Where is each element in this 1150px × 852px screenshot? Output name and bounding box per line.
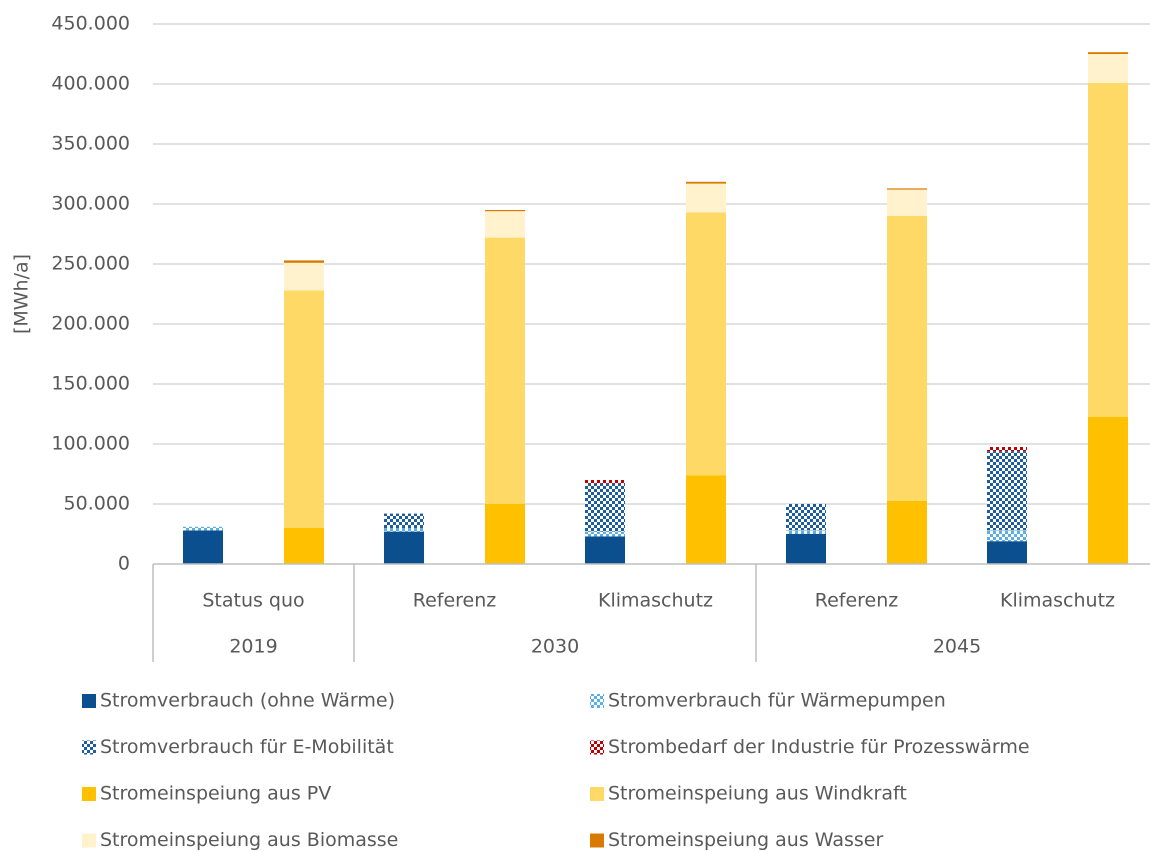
bar-segment bbox=[384, 528, 424, 532]
bar-segment bbox=[485, 237, 525, 504]
bar-segment bbox=[485, 504, 525, 564]
legend-swatch bbox=[590, 833, 604, 848]
bar-segment bbox=[485, 211, 525, 238]
bar-segment bbox=[284, 260, 324, 263]
bar-segment bbox=[786, 534, 826, 564]
bar-segment bbox=[1088, 82, 1128, 418]
legend-swatch bbox=[590, 740, 604, 755]
legend-label: Stromverbrauch für Wärmepumpen bbox=[608, 690, 946, 712]
bar-segment bbox=[183, 526, 223, 531]
group-label: 2030 bbox=[531, 636, 579, 658]
bar-segment bbox=[686, 212, 726, 476]
y-axis-label: [MWh/a] bbox=[11, 254, 33, 334]
y-tick-label: 0 bbox=[118, 553, 130, 575]
x-tick-label: Status quo bbox=[202, 590, 304, 612]
bar-segment bbox=[1088, 417, 1128, 564]
y-tick-label: 300.000 bbox=[51, 193, 130, 215]
bar-segment bbox=[585, 480, 625, 484]
bar-segment bbox=[585, 483, 625, 532]
x-tick-label: Referenz bbox=[815, 590, 899, 612]
legend-label: Stromeinspeiung aus PV bbox=[100, 783, 331, 805]
bar-segment bbox=[887, 501, 927, 564]
group-label: 2019 bbox=[229, 636, 277, 658]
bar-segment bbox=[1088, 52, 1128, 54]
y-tick-label: 50.000 bbox=[64, 493, 130, 515]
bar-segment bbox=[686, 183, 726, 213]
bar-segment bbox=[786, 504, 826, 531]
legend-swatch bbox=[82, 787, 96, 801]
bar-segment bbox=[384, 513, 424, 528]
legend-swatch bbox=[82, 694, 96, 708]
legend-swatch bbox=[82, 833, 96, 848]
bar-segment bbox=[987, 447, 1027, 452]
bar-segment bbox=[887, 216, 927, 501]
bar-segment bbox=[887, 188, 927, 190]
x-tick-label: Klimaschutz bbox=[1000, 590, 1115, 612]
bar-segment bbox=[284, 290, 324, 528]
y-tick-label: 150.000 bbox=[51, 373, 130, 395]
legend-label: Stromeinspeiung aus Wasser bbox=[608, 829, 883, 851]
bar-segment bbox=[384, 531, 424, 564]
bar-segment bbox=[686, 181, 726, 184]
bar-segment bbox=[887, 189, 927, 216]
legend-swatch bbox=[82, 740, 96, 755]
bar-segment bbox=[987, 541, 1027, 564]
legend-label: Strombedarf der Industrie für Prozesswär… bbox=[608, 736, 1030, 758]
legend-label: Stromverbrauch (ohne Wärme) bbox=[100, 690, 395, 712]
bar-segment bbox=[284, 262, 324, 291]
y-tick-label: 250.000 bbox=[51, 253, 130, 275]
x-tick-label: Klimaschutz bbox=[598, 590, 713, 612]
bar-segment bbox=[1088, 54, 1128, 83]
legend-label: Stromverbrauch für E-Mobilität bbox=[100, 736, 394, 758]
bar-segment bbox=[987, 451, 1027, 531]
bar-segment bbox=[585, 531, 625, 537]
y-tick-label: 400.000 bbox=[51, 73, 130, 95]
bar-segment bbox=[786, 530, 826, 534]
legend-label: Stromeinspeiung aus Biomasse bbox=[100, 829, 398, 851]
legend-label: Stromeinspeiung aus Windkraft bbox=[608, 783, 907, 805]
y-tick-label: 200.000 bbox=[51, 313, 130, 335]
legend-swatch bbox=[590, 694, 604, 708]
bar-segment bbox=[686, 475, 726, 564]
y-tick-label: 350.000 bbox=[51, 133, 130, 155]
group-label: 2045 bbox=[933, 636, 981, 658]
bar-segment bbox=[585, 536, 625, 564]
bar-segment bbox=[485, 210, 525, 212]
x-tick-label: Referenz bbox=[413, 590, 497, 612]
bar-segment bbox=[284, 528, 324, 564]
y-tick-label: 100.000 bbox=[51, 433, 130, 455]
y-tick-label: 450.000 bbox=[51, 13, 130, 35]
legend-swatch bbox=[590, 787, 604, 801]
bar-segment bbox=[183, 530, 223, 564]
bar-segment bbox=[987, 530, 1027, 542]
